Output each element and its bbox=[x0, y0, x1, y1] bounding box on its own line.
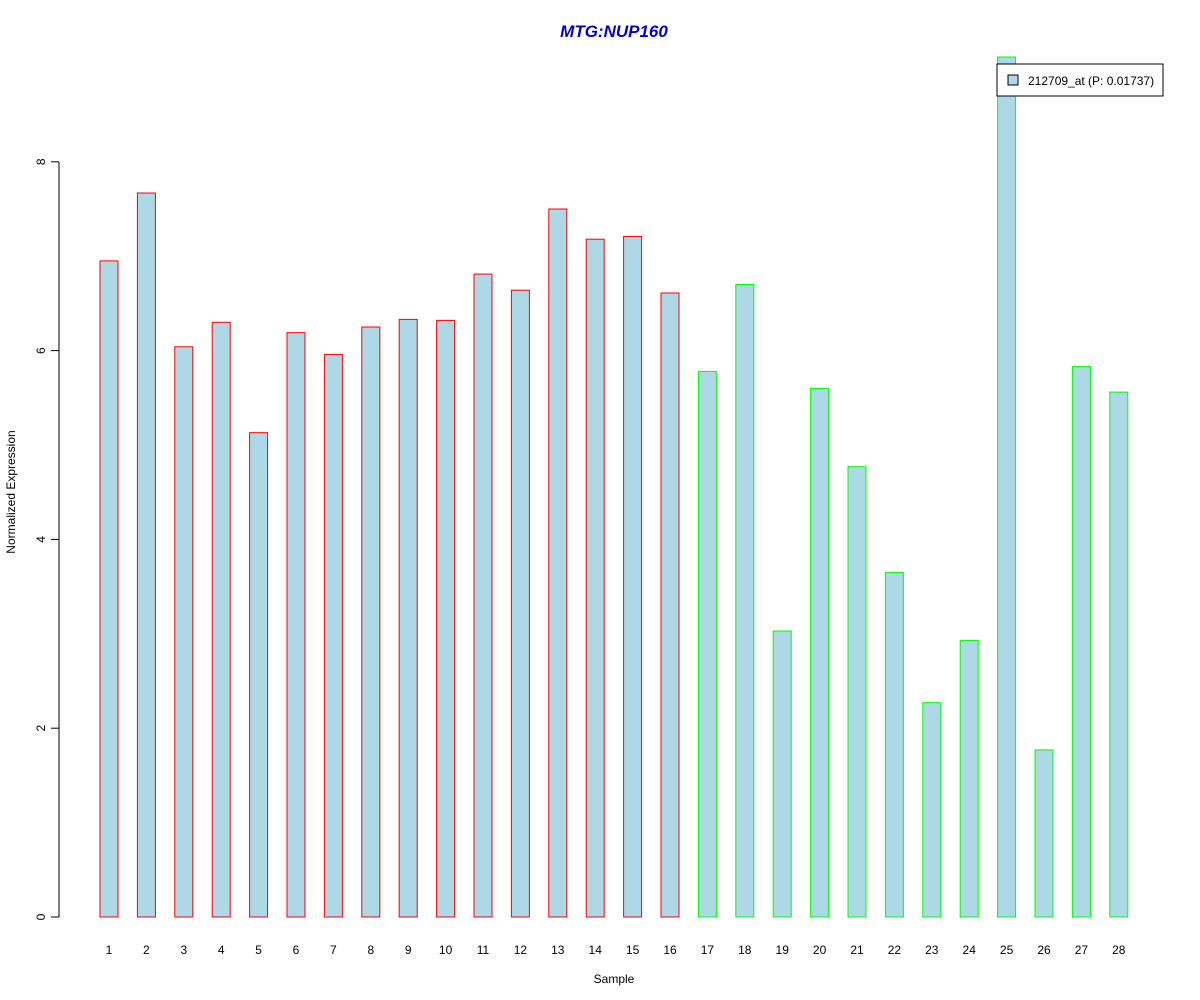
x-tick-label: 4 bbox=[218, 943, 225, 957]
y-tick-label: 0 bbox=[34, 913, 48, 920]
x-tick-label: 21 bbox=[850, 943, 864, 957]
bar-sample-11 bbox=[473, 273, 493, 918]
bar-sample-7 bbox=[323, 353, 343, 918]
x-tick-label: 15 bbox=[626, 943, 640, 957]
bar-sample-14 bbox=[585, 238, 605, 918]
chart-title: MTG:NUP160 bbox=[560, 22, 668, 41]
bar-sample-13 bbox=[548, 208, 568, 918]
bar-sample-24 bbox=[959, 639, 979, 918]
y-tick-label: 6 bbox=[34, 347, 48, 354]
bar-sample-2 bbox=[136, 192, 156, 918]
x-tick-label: 20 bbox=[813, 943, 827, 957]
x-tick-label: 24 bbox=[963, 943, 977, 957]
bar-sample-16 bbox=[660, 292, 680, 918]
bar-sample-1 bbox=[99, 260, 119, 918]
bar-sample-26 bbox=[1034, 749, 1054, 918]
bar-sample-3 bbox=[174, 346, 194, 918]
x-tick-label: 18 bbox=[738, 943, 752, 957]
x-tick-label: 1 bbox=[106, 943, 113, 957]
x-tick-label: 3 bbox=[180, 943, 187, 957]
x-tick-label: 6 bbox=[293, 943, 300, 957]
bar-sample-19 bbox=[772, 630, 792, 918]
bar-sample-17 bbox=[697, 370, 717, 918]
bar-sample-18 bbox=[735, 284, 755, 918]
legend-swatch bbox=[1007, 74, 1019, 86]
x-tick-label: 27 bbox=[1075, 943, 1089, 957]
x-tick-label: 11 bbox=[477, 943, 490, 957]
bar-sample-4 bbox=[211, 321, 231, 918]
bar-sample-28 bbox=[1109, 391, 1129, 918]
legend-box bbox=[996, 63, 1164, 97]
bar-sample-27 bbox=[1071, 366, 1091, 918]
legend-label: 212709_at (P: 0.01737) bbox=[1028, 74, 1154, 88]
bar-sample-25 bbox=[997, 56, 1017, 918]
x-tick-label: 16 bbox=[663, 943, 677, 957]
x-tick-label: 23 bbox=[925, 943, 939, 957]
x-tick-label: 28 bbox=[1112, 943, 1126, 957]
x-tick-label: 26 bbox=[1037, 943, 1051, 957]
x-tick-labels: 1 2 3 4 5 6 7 8 9 10 11 12 13 14 15 16 17 18 19 20 21 22 23 24 2… bbox=[106, 943, 1126, 957]
bar-sample-6 bbox=[286, 332, 306, 918]
y-tick-label: 4 bbox=[34, 536, 48, 543]
bar-sample-5 bbox=[249, 432, 269, 918]
x-tick-label: 13 bbox=[551, 943, 565, 957]
bar-sample-20 bbox=[810, 387, 830, 918]
bar-sample-23 bbox=[922, 702, 942, 918]
x-tick-label: 12 bbox=[514, 943, 528, 957]
bar-sample-12 bbox=[510, 289, 530, 918]
y-tick-label: 8 bbox=[34, 158, 48, 165]
x-tick-label: 14 bbox=[589, 943, 603, 957]
bar-sample-21 bbox=[847, 466, 867, 918]
y-axis-label: Normalized Expression bbox=[4, 430, 18, 553]
bar-sample-15 bbox=[623, 235, 643, 918]
bar-sample-8 bbox=[361, 326, 381, 918]
x-tick-label: 22 bbox=[888, 943, 902, 957]
legend: 212709_at (P: 0.01737) bbox=[996, 63, 1164, 97]
x-tick-label: 17 bbox=[701, 943, 715, 957]
bar-sample-9 bbox=[398, 318, 418, 918]
x-axis-label: Sample bbox=[594, 972, 635, 986]
y-axis: 0 2 4 6 8 bbox=[34, 158, 60, 920]
x-tick-label: 5 bbox=[255, 943, 262, 957]
x-tick-label: 2 bbox=[143, 943, 150, 957]
x-tick-label: 8 bbox=[367, 943, 374, 957]
bar-sample-22 bbox=[884, 571, 904, 918]
bars bbox=[99, 56, 1129, 918]
x-tick-label: 7 bbox=[330, 943, 337, 957]
x-tick-label: 9 bbox=[405, 943, 412, 957]
x-tick-label: 19 bbox=[776, 943, 790, 957]
bar-sample-10 bbox=[436, 319, 456, 918]
x-tick-label: 10 bbox=[439, 943, 453, 957]
x-tick-label: 25 bbox=[1000, 943, 1014, 957]
y-tick-label: 2 bbox=[34, 725, 48, 732]
